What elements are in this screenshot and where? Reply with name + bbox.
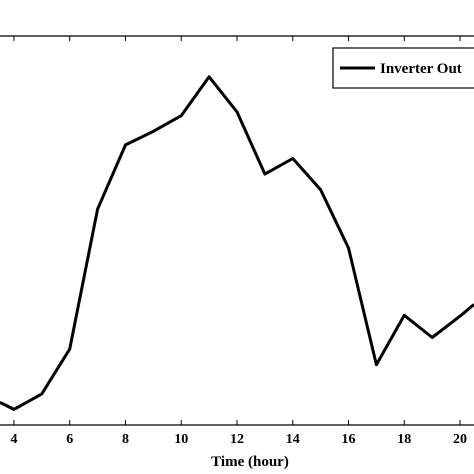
x-tick-label: 8 — [122, 432, 129, 447]
series-line-inverter-out — [0, 75, 474, 411]
series-lines — [0, 75, 474, 411]
x-tick-label: 20 — [453, 432, 467, 447]
legend: Inverter Out — [332, 47, 474, 89]
x-axis-ticks: 4 6 8 10 12 14 16 18 20 — [10, 36, 467, 447]
x-tick-label: 12 — [230, 432, 244, 447]
x-tick-label: 14 — [286, 432, 300, 447]
x-tick-label: 10 — [174, 432, 188, 447]
x-tick-label: 18 — [397, 432, 411, 447]
plot-axes — [0, 35, 474, 426]
x-tick-label: 4 — [10, 432, 17, 447]
x-tick-label: 16 — [342, 432, 356, 447]
x-tick-label: 6 — [66, 432, 73, 447]
legend-entry-label: Inverter Out — [380, 61, 462, 77]
x-axis-label: Time (hour) — [211, 454, 289, 470]
